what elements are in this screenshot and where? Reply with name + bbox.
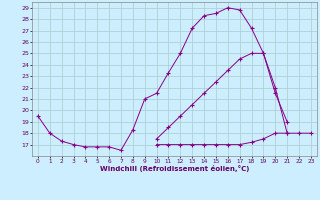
X-axis label: Windchill (Refroidissement éolien,°C): Windchill (Refroidissement éolien,°C) [100,165,249,172]
